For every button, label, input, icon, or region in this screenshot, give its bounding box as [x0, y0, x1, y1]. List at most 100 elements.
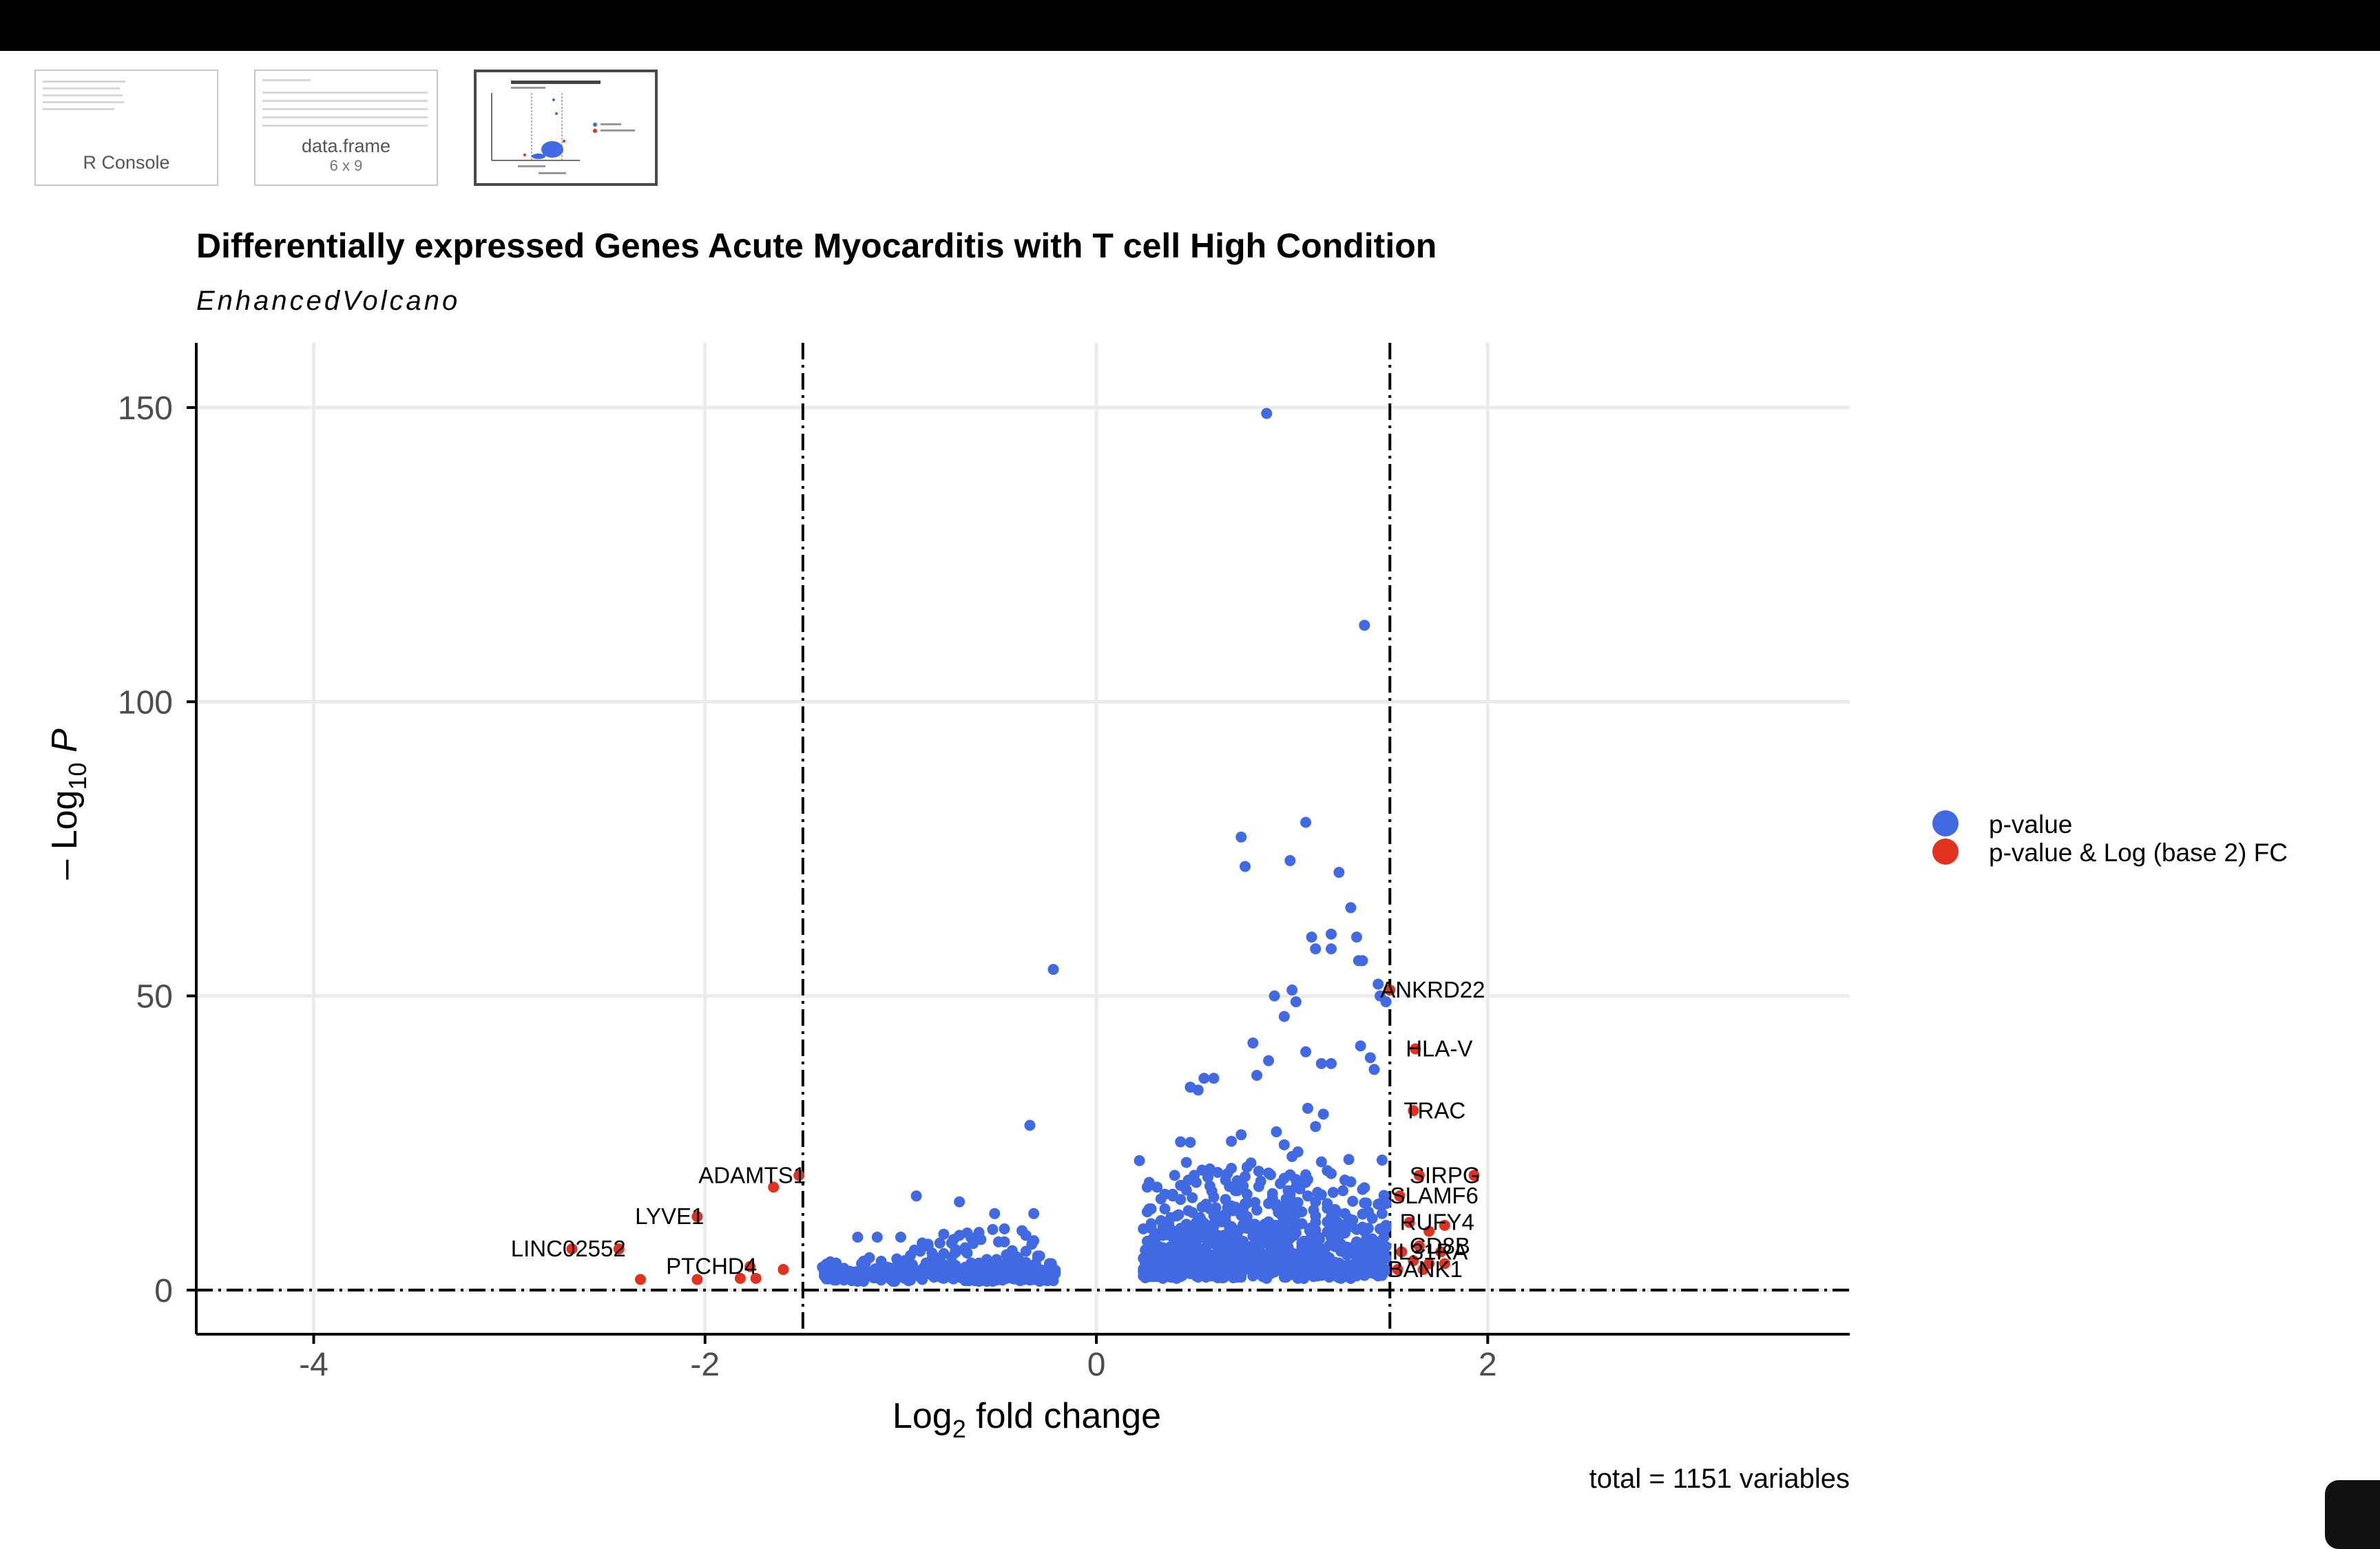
- data-point: [1341, 1249, 1353, 1261]
- data-point: [1368, 1064, 1380, 1075]
- gene-label: ADAMTS1: [698, 1162, 806, 1188]
- data-point: [1020, 1268, 1032, 1280]
- thumbnail-r-console[interactable]: R Console: [34, 70, 218, 186]
- significant-point: [1410, 1043, 1421, 1055]
- data-point: [991, 1254, 1003, 1265]
- gene-label: CD8B: [1410, 1233, 1470, 1258]
- data-point: [831, 1257, 842, 1269]
- data-point: [1042, 1273, 1054, 1285]
- table-line: [262, 92, 428, 94]
- data-point: [917, 1264, 928, 1276]
- data-point: [1206, 1222, 1218, 1234]
- significant-point: [1408, 1105, 1419, 1117]
- cutoff-lines: [196, 343, 1850, 1334]
- thumbnail-data-frame[interactable]: data.frame 6 x 9: [254, 70, 438, 186]
- data-point: [1282, 1241, 1294, 1253]
- data-point: [1376, 1208, 1388, 1219]
- data-point: [1192, 1084, 1204, 1096]
- legend-marker-pvalue-fc: [1932, 839, 1959, 865]
- data-point: [1313, 1232, 1325, 1243]
- data-point: [1167, 1247, 1178, 1258]
- significant-point: [750, 1272, 762, 1284]
- data-point: [1208, 1250, 1220, 1262]
- significant-point: [744, 1261, 756, 1272]
- data-point: [1333, 867, 1345, 878]
- data-point: [922, 1240, 934, 1252]
- data-point: [1180, 1219, 1192, 1230]
- data-point: [969, 1232, 981, 1243]
- significant-point: [793, 1170, 805, 1181]
- data-point: [1275, 1178, 1286, 1190]
- thumbnail-label: data.frame: [301, 136, 391, 156]
- chart-caption: total = 1151 variables: [1589, 1464, 1850, 1494]
- data-point: [1310, 1121, 1322, 1132]
- data-point: [1269, 990, 1280, 1002]
- data-point: [1157, 1230, 1169, 1241]
- data-point: [999, 1223, 1010, 1235]
- data-point: [1182, 1174, 1194, 1186]
- data-point: [1378, 1263, 1390, 1274]
- data-point: [1335, 1272, 1347, 1284]
- data-point: [1322, 1226, 1333, 1238]
- data-point: [1231, 1175, 1243, 1187]
- grid-lines: [196, 343, 1850, 1334]
- chart-title: Differentially expressed Genes Acute Myo…: [196, 226, 1437, 265]
- data-point: [1208, 1073, 1220, 1084]
- data-point: [1220, 1194, 1231, 1205]
- data-point: [1169, 1170, 1180, 1181]
- data-point: [1376, 1234, 1388, 1246]
- top-bar: [0, 0, 2380, 51]
- data-point: [1302, 1102, 1313, 1114]
- data-point: [946, 1267, 957, 1279]
- data-point: [1167, 1190, 1178, 1202]
- console-line: [43, 101, 124, 103]
- gene-label: SIRPG: [1410, 1162, 1481, 1188]
- data-point: [1300, 1177, 1312, 1188]
- significant-point: [1468, 1170, 1480, 1181]
- data-point: [1366, 1212, 1378, 1224]
- data-point: [1253, 1166, 1264, 1177]
- data-point: [1337, 1263, 1349, 1275]
- y-tick-label: 150: [118, 390, 173, 427]
- data-point: [979, 1269, 991, 1281]
- data-point: [1253, 1181, 1264, 1192]
- data-point: [1372, 978, 1384, 990]
- data-point: [1304, 1225, 1315, 1236]
- data-point: [1375, 1223, 1386, 1235]
- data-point: [910, 1190, 922, 1202]
- data-point: [1282, 1264, 1294, 1276]
- table-line: [262, 100, 428, 102]
- data-point: [1347, 1195, 1359, 1207]
- data-point: [1310, 1210, 1322, 1222]
- data-point: [1134, 1155, 1145, 1166]
- nonsignificant-points: [817, 408, 1392, 1287]
- significant-point: [1417, 1263, 1429, 1275]
- data-point: [1184, 1137, 1196, 1148]
- data-point: [1357, 955, 1368, 967]
- data-point: [1302, 1190, 1313, 1202]
- data-point: [1240, 861, 1251, 872]
- data-point: [1247, 1230, 1259, 1242]
- data-point: [1251, 1204, 1263, 1216]
- data-point: [1276, 1254, 1288, 1265]
- data-point: [1343, 1214, 1355, 1226]
- significant-point: [777, 1263, 789, 1275]
- significant-point: [768, 1181, 780, 1193]
- data-point: [1349, 1258, 1361, 1269]
- data-point: [1233, 1239, 1245, 1250]
- thumbnail-label: R Console: [83, 152, 170, 173]
- significant-point: [613, 1243, 625, 1255]
- data-point: [1175, 1136, 1187, 1148]
- data-point: [1001, 1249, 1012, 1261]
- data-point: [1222, 1168, 1233, 1179]
- data-point: [1327, 1214, 1339, 1226]
- data-point: [1306, 931, 1317, 943]
- y-tick-label: 0: [154, 1273, 173, 1309]
- data-point: [1145, 1267, 1157, 1279]
- data-point: [987, 1223, 999, 1235]
- data-point: [1200, 1199, 1212, 1210]
- legend-label-pvalue-fc: p-value & Log (base 2) FC: [1989, 839, 2288, 867]
- data-point: [1363, 1245, 1375, 1256]
- data-point: [1251, 1069, 1263, 1081]
- thumbnail-volcano-plot[interactable]: [474, 70, 658, 186]
